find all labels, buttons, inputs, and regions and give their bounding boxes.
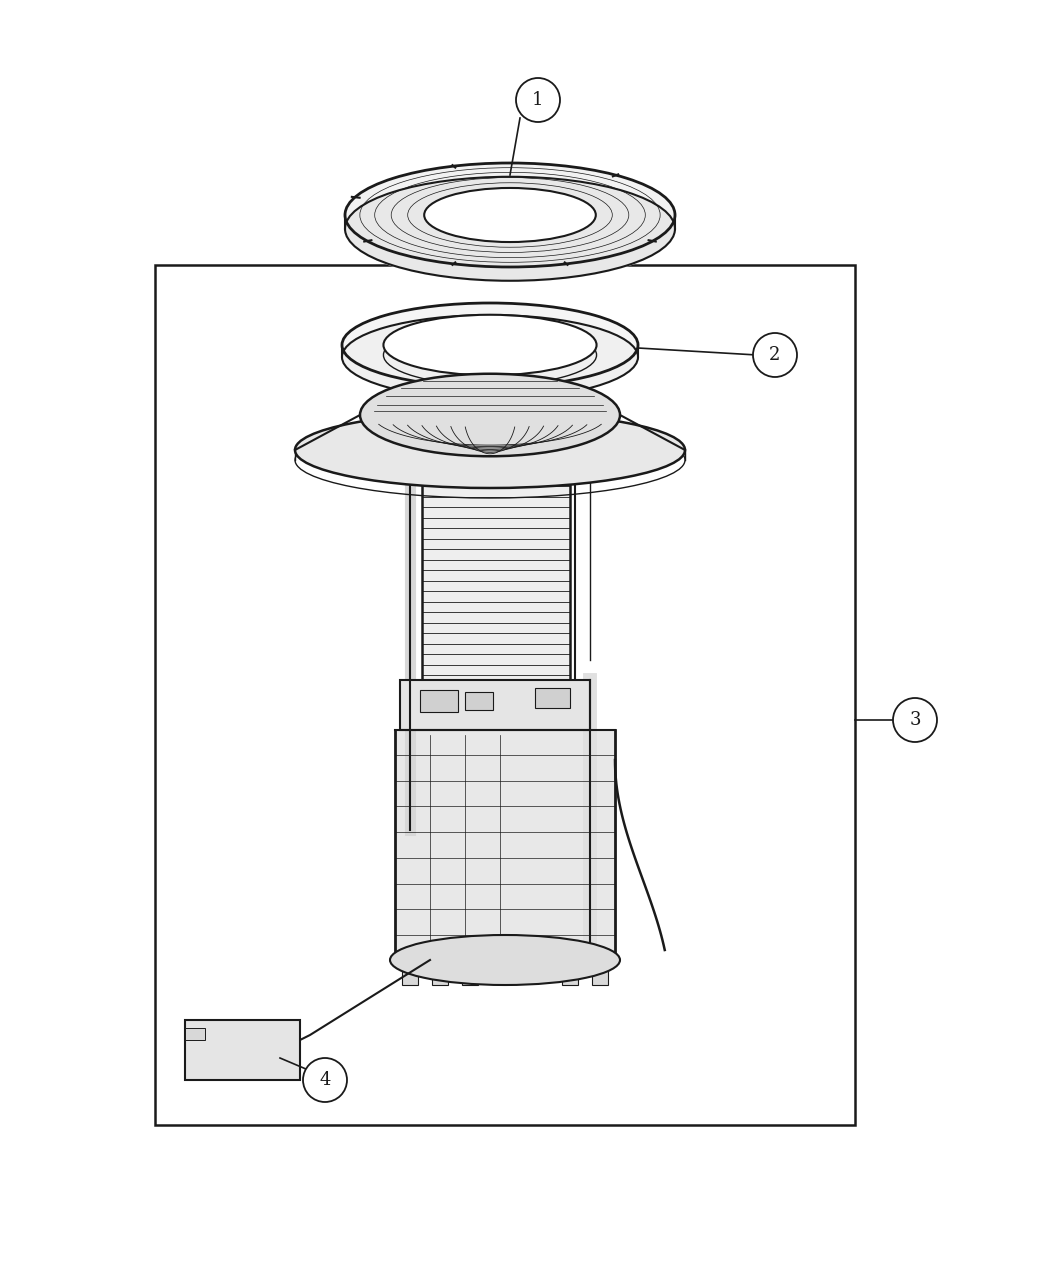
Bar <box>185 1028 205 1040</box>
Bar <box>592 955 608 986</box>
Bar <box>432 955 448 986</box>
Ellipse shape <box>360 374 620 456</box>
Ellipse shape <box>383 315 596 375</box>
Text: 3: 3 <box>909 711 921 729</box>
Ellipse shape <box>345 179 675 282</box>
Bar <box>402 955 418 986</box>
Bar <box>155 265 855 1125</box>
Bar <box>422 450 570 680</box>
Ellipse shape <box>342 303 638 388</box>
Ellipse shape <box>424 187 595 242</box>
Ellipse shape <box>342 315 638 399</box>
Text: 4: 4 <box>319 1071 331 1089</box>
Text: 2: 2 <box>770 346 781 363</box>
Circle shape <box>753 333 797 377</box>
Ellipse shape <box>295 412 685 488</box>
Bar <box>395 731 615 960</box>
Bar <box>185 1020 300 1080</box>
Text: 1: 1 <box>532 91 544 108</box>
Circle shape <box>303 1058 346 1102</box>
Bar <box>462 955 478 986</box>
Ellipse shape <box>345 163 675 266</box>
Bar <box>420 690 458 711</box>
Bar <box>562 955 578 986</box>
Bar <box>400 680 590 731</box>
Circle shape <box>892 697 937 742</box>
Circle shape <box>516 78 560 122</box>
Ellipse shape <box>390 935 620 986</box>
Bar <box>465 692 493 710</box>
Bar <box>536 688 570 708</box>
